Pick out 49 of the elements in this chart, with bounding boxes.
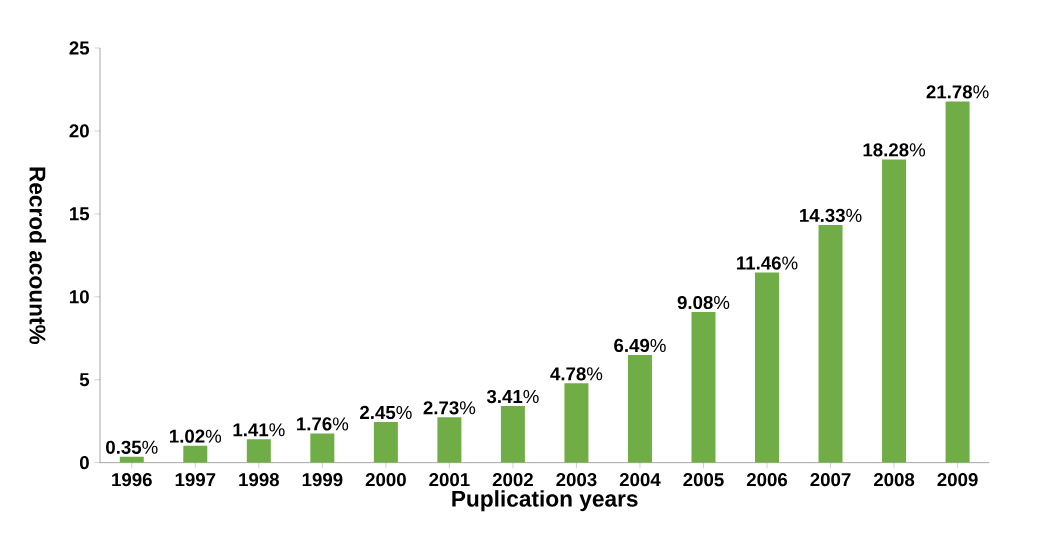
x-tick-label: 2002: [492, 473, 533, 487]
bar: [310, 433, 335, 463]
data-label: 18.28%: [863, 143, 926, 157]
data-label: 21.78%: [926, 85, 989, 99]
x-tick-label: 1999: [302, 473, 343, 487]
y-tick-label: 20: [69, 124, 89, 138]
data-label: 9.08%: [677, 295, 730, 310]
y-axis-title: Recrod acount%: [29, 167, 47, 345]
x-tick-label: 2005: [683, 473, 724, 487]
data-label: 1.02%: [170, 429, 222, 443]
data-label: 2.73%: [423, 401, 476, 415]
data-label: 14.33%: [800, 208, 862, 223]
bar: [564, 383, 589, 463]
x-tick-label: 2009: [937, 473, 978, 487]
x-tick-label: 2000: [365, 473, 406, 487]
x-tick-label: 2007: [810, 473, 851, 487]
y-tick-label: 25: [69, 41, 90, 55]
x-axis-title: Puplication years: [452, 490, 638, 512]
data-label: 0.35%: [106, 440, 158, 454]
x-tick-label: 1998: [239, 473, 279, 487]
bar: [627, 355, 652, 463]
bar: [437, 417, 462, 463]
bar: [246, 439, 271, 463]
y-tick-label: 5: [79, 373, 90, 387]
bar: [691, 312, 716, 463]
data-label: 2.45%: [360, 405, 412, 420]
y-tick-label: 0: [79, 456, 89, 470]
bar: [500, 406, 525, 463]
data-label: 4.78%: [550, 367, 603, 381]
data-label: 6.49%: [614, 338, 666, 353]
y-tick-label: 10: [70, 290, 89, 304]
x-tick-label: 2003: [556, 473, 597, 487]
x-tick-label: 1997: [175, 473, 216, 487]
y-tick-label: 15: [70, 207, 90, 221]
data-label: 1.76%: [297, 417, 349, 431]
bar: [818, 224, 843, 463]
x-tick-label: 2006: [746, 473, 788, 487]
x-tick-label: 2004: [619, 473, 661, 487]
data-label: 1.41%: [233, 423, 285, 437]
bar: [755, 272, 780, 463]
bar: [882, 159, 907, 463]
data-label: 11.46%: [737, 256, 798, 270]
x-tick-label: 1996: [112, 473, 152, 487]
bar: [373, 422, 398, 463]
data-label: 3.41%: [486, 389, 539, 404]
x-tick-label: 2008: [873, 473, 915, 487]
bar: [183, 445, 208, 463]
x-tick-label: 2001: [429, 473, 470, 487]
bar: [945, 101, 970, 463]
